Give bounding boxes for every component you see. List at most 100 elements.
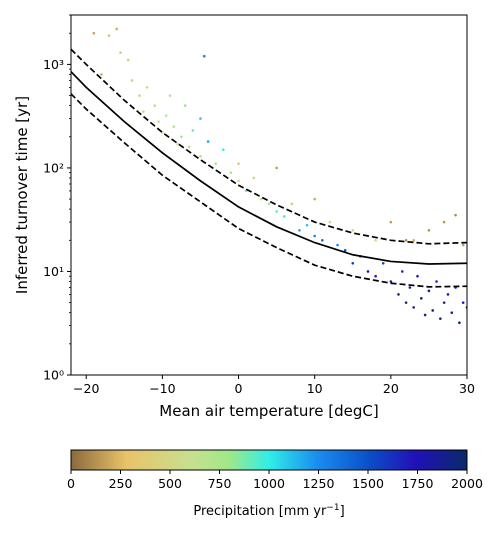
scatter-point	[442, 301, 446, 304]
fit-line-dashed	[71, 48, 467, 245]
scatter-point	[427, 228, 431, 232]
scatter-point	[214, 162, 217, 165]
scatter-point	[115, 27, 118, 31]
x-tick-label: −10	[149, 381, 175, 396]
colorbar-label-exponent: −1	[326, 503, 339, 513]
colorbar	[70, 449, 468, 471]
scatter-point	[222, 148, 225, 151]
scatter-point	[461, 243, 465, 247]
scatter-point	[142, 110, 145, 113]
scatter-point	[366, 270, 370, 273]
scatter-point	[237, 162, 240, 165]
y-axis-label: Inferred turnover time [yr]	[13, 96, 31, 294]
x-axis-label: Mean air temperature [degC]	[159, 402, 378, 420]
fit-line-solid	[71, 71, 467, 265]
scatter-point	[404, 301, 408, 304]
scatter-point	[461, 301, 465, 304]
y-tick-label: 10⁰	[43, 368, 64, 383]
scatter-point	[313, 197, 316, 201]
scatter-point	[298, 228, 301, 232]
scatter-point	[180, 135, 183, 139]
colorbar-ticks: 0 250 500 750 1000 1250 1500 1750 2000	[67, 470, 483, 491]
x-tick-label: 10	[307, 381, 323, 396]
scatter-point	[199, 117, 202, 120]
x-axis-ticks: −20 −10 0 10 20 30	[73, 375, 475, 396]
colorbar-label-prefix: Precipitation [mm yr	[193, 504, 327, 519]
scatter-point	[450, 311, 454, 314]
scatter-point	[183, 104, 187, 107]
scatter-point	[439, 317, 442, 320]
scatter-point	[187, 145, 191, 149]
scatter-point	[381, 261, 385, 265]
y-tick-label: 10³	[43, 57, 64, 72]
scatter-point	[389, 220, 393, 224]
scatter-point	[252, 176, 256, 180]
plot-frame	[70, 14, 468, 376]
scatter-point	[145, 86, 149, 89]
scatter-point	[374, 239, 377, 242]
colorbar-tick-label: 750	[208, 476, 232, 491]
colorbar-tick-label: 1750	[402, 476, 434, 491]
scatter-point	[202, 54, 206, 58]
colorbar-tick-label: 1500	[352, 476, 384, 491]
scatter-point	[176, 142, 179, 146]
scatter-point	[412, 306, 415, 309]
scatter-point	[237, 179, 240, 183]
colorbar-label: Precipitation [mm yr−1]	[193, 503, 344, 519]
scatter-point	[435, 280, 438, 283]
scatter-point	[92, 31, 96, 35]
scatter-point	[431, 309, 435, 312]
scatter-point	[157, 120, 160, 123]
scatter-point	[427, 289, 431, 293]
scatter-point	[107, 34, 111, 37]
x-tick-label: 30	[459, 381, 475, 396]
scatter-point	[100, 73, 103, 76]
scatter-point	[336, 243, 339, 247]
scatter-point	[343, 249, 347, 252]
colorbar-tick-label: 2000	[451, 476, 483, 491]
scatter-point	[275, 210, 278, 213]
scatter-point	[229, 171, 233, 174]
scatter-point	[168, 94, 172, 97]
scatter-point	[199, 154, 202, 158]
y-tick-label: 10²	[43, 160, 64, 175]
scatter-point	[397, 293, 400, 296]
scatter-points	[92, 27, 467, 325]
scatter-point	[119, 51, 122, 54]
scatter-point	[400, 270, 404, 273]
colorbar-tick-label: 500	[158, 476, 182, 491]
scatter-point	[458, 321, 461, 325]
scatter-point	[442, 220, 446, 224]
scatter-point	[191, 129, 195, 132]
colorbar-tick-label: 250	[109, 476, 133, 491]
scatter-point	[454, 213, 457, 217]
scatter-point	[130, 79, 134, 82]
scatter-point	[423, 313, 427, 317]
scatter-point	[389, 280, 393, 283]
x-tick-label: 20	[383, 381, 399, 396]
y-axis-ticks: 10⁰ 10¹ 10² 10³	[43, 14, 71, 383]
x-tick-label: −20	[73, 381, 99, 396]
scatter-point	[313, 234, 316, 238]
scatter-point	[446, 293, 450, 296]
scatter-point	[328, 220, 332, 224]
scatter-point	[374, 274, 377, 278]
colorbar-label-suffix: ]	[340, 504, 345, 519]
scatter-point	[420, 297, 423, 300]
scatter-point	[206, 140, 210, 143]
scatter-point	[126, 58, 130, 62]
scatter-point	[351, 228, 355, 232]
fit-line-dashed	[71, 93, 467, 288]
scatter-point	[408, 286, 412, 289]
y-tick-label: 10¹	[43, 264, 64, 279]
scatter-point	[305, 223, 309, 227]
scatter-point	[290, 202, 294, 206]
scatter-point	[351, 261, 355, 265]
fit-lines	[71, 48, 467, 288]
scatter-point	[267, 202, 271, 206]
scatter-point	[416, 274, 419, 278]
scatter-point	[260, 197, 263, 201]
scatter-point	[275, 166, 278, 170]
scatter-point	[404, 239, 408, 242]
